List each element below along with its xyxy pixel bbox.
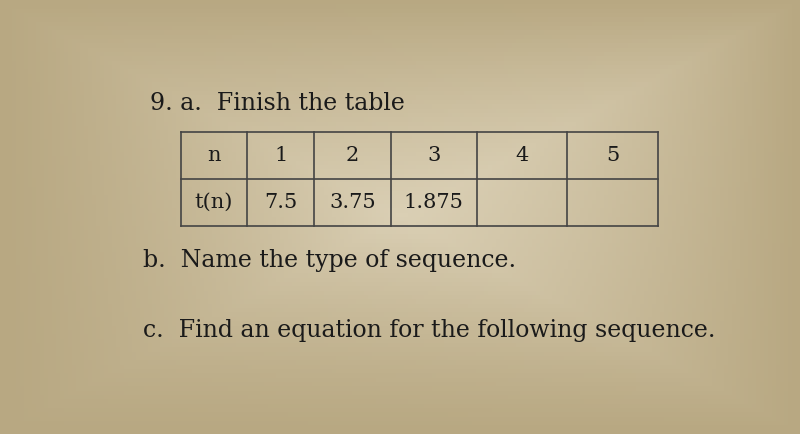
Text: 1.875: 1.875 (404, 193, 463, 212)
Text: n: n (207, 146, 221, 165)
Text: 9. a.  Finish the table: 9. a. Finish the table (150, 92, 405, 115)
Text: 1: 1 (274, 146, 287, 165)
Text: 7.5: 7.5 (264, 193, 298, 212)
Text: 3: 3 (427, 146, 440, 165)
Text: 2: 2 (346, 146, 359, 165)
Text: 4: 4 (515, 146, 529, 165)
Text: b.  Name the type of sequence.: b. Name the type of sequence. (143, 249, 517, 272)
Text: c.  Find an equation for the following sequence.: c. Find an equation for the following se… (143, 319, 716, 342)
Text: 5: 5 (606, 146, 619, 165)
Text: 3.75: 3.75 (329, 193, 376, 212)
Text: t(n): t(n) (195, 193, 234, 212)
